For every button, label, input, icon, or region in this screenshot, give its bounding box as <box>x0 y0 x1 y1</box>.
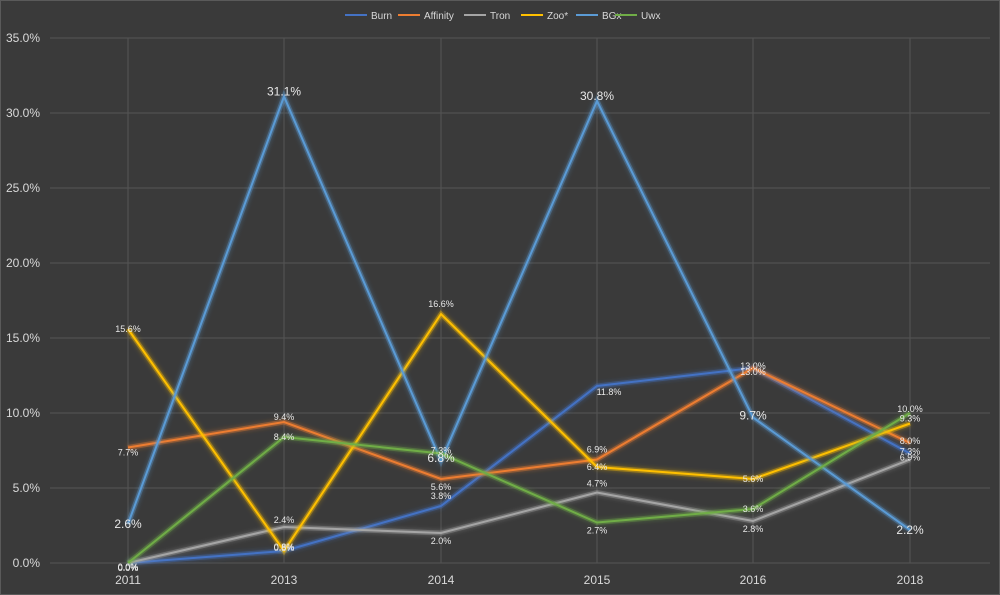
data-label: 3.8% <box>431 491 452 501</box>
data-label: 6.8% <box>427 451 455 465</box>
legend-label: Tron <box>490 11 510 22</box>
series-line <box>127 93 911 531</box>
legend-label: Affinity <box>424 11 454 22</box>
series-tron <box>127 457 911 566</box>
data-label: 5.6% <box>743 474 764 484</box>
series-glow <box>125 310 911 556</box>
x-tick-label: 2018 <box>897 573 924 587</box>
series-line <box>127 412 911 564</box>
data-label: 13.0% <box>740 367 766 377</box>
data-label: 6.9% <box>587 445 608 455</box>
legend-label: BGx <box>602 11 621 22</box>
x-tick-label: 2016 <box>740 573 767 587</box>
data-label: 13.0% <box>740 361 766 371</box>
x-tick-label: 2015 <box>584 573 611 587</box>
data-labels: 0.0% 0.8% 3.8% 11.8% 13.0% 7.3% 7.7% 9.4% 5.6% 6.… <box>114 85 924 574</box>
data-label: 31.1% <box>267 85 301 99</box>
data-label: 9.4% <box>274 412 295 422</box>
series-lines <box>125 89 912 566</box>
gridlines <box>50 37 990 564</box>
data-label: 9.7% <box>739 409 767 423</box>
data-label: 7.3% <box>900 447 921 457</box>
data-label: 7.3% <box>431 446 452 456</box>
x-axis-tick-labels: 2011 2013 2014 2015 2016 2018 <box>115 573 924 587</box>
data-label: 9.3% <box>900 414 921 424</box>
data-label: 4.7% <box>587 479 608 489</box>
y-tick-label: 20.0% <box>6 256 40 270</box>
y-tick-label: 30.0% <box>6 106 40 120</box>
data-label: 0.8% <box>274 542 295 552</box>
legend-label: Zoo* <box>547 11 568 22</box>
y-tick-label: 25.0% <box>6 181 40 195</box>
data-label: 8.0% <box>900 436 921 446</box>
x-tick-label: 2013 <box>271 573 298 587</box>
y-tick-label: 5.0% <box>13 481 41 495</box>
data-label: 10.0% <box>897 404 923 414</box>
data-label: 0.0% <box>118 562 139 572</box>
y-axis-tick-labels: 0.0% 5.0% 10.0% 15.0% 20.0% 25.0% 30.0% 35.0% <box>6 31 40 570</box>
data-label: 0.0% <box>118 563 139 573</box>
y-tick-label: 15.0% <box>6 331 40 345</box>
data-label: 2.7% <box>587 526 608 536</box>
data-label: 11.8% <box>597 387 622 397</box>
x-tick-label: 2014 <box>428 573 455 587</box>
data-label: 16.6% <box>428 299 454 309</box>
data-label: 0.8% <box>274 543 295 553</box>
legend: Burn Affinity Tron Zoo* BGx Uwx <box>345 11 660 22</box>
data-label: 2.2% <box>896 523 924 537</box>
y-tick-label: 0.0% <box>13 556 41 570</box>
series-affinity <box>127 365 912 482</box>
series-bgx <box>125 89 912 533</box>
data-label: 6.4% <box>587 462 608 472</box>
data-label: 0.0% <box>118 563 139 573</box>
data-label: 2.4% <box>274 515 295 525</box>
y-tick-label: 35.0% <box>6 31 40 45</box>
series-glow <box>127 457 911 566</box>
data-label: 30.8% <box>580 89 614 103</box>
legend-label: Uwx <box>641 11 660 22</box>
series-line <box>127 312 911 553</box>
series-zoo <box>125 310 911 556</box>
series-uwx <box>126 410 912 565</box>
data-label: 2.8% <box>743 524 764 534</box>
data-label: 5.6% <box>431 482 452 492</box>
data-label: 7.7% <box>118 448 139 458</box>
y-tick-label: 10.0% <box>6 406 40 420</box>
x-tick-label: 2011 <box>115 573 141 587</box>
data-label: 3.6% <box>743 504 764 514</box>
data-label: 8.4% <box>274 432 295 442</box>
series-line <box>127 366 911 481</box>
data-label: 6.9% <box>900 453 921 463</box>
data-label: 2.6% <box>114 517 142 531</box>
data-label: 2.0% <box>431 536 452 546</box>
data-label: 15.6% <box>115 324 141 334</box>
series-line <box>127 458 911 564</box>
legend-label: Burn <box>371 11 392 22</box>
